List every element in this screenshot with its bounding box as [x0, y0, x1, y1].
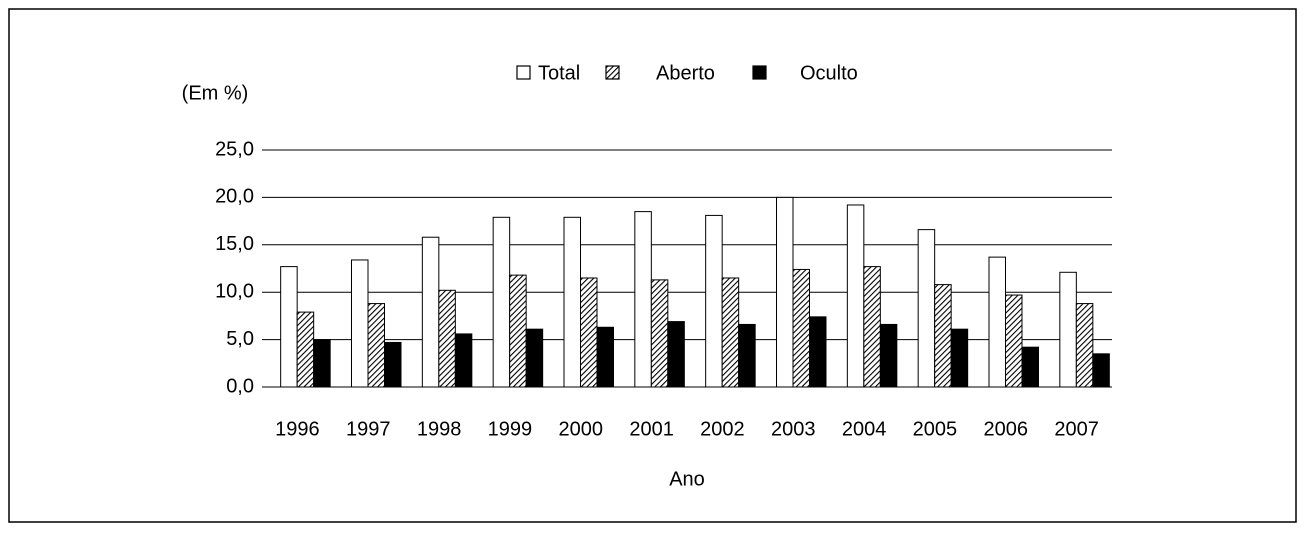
legend-swatch — [752, 65, 767, 80]
bar — [1059, 271, 1077, 388]
y-tick-label: 10,0 — [215, 280, 254, 302]
bar — [776, 196, 794, 388]
bar — [1092, 353, 1110, 388]
bar — [705, 214, 723, 388]
legend-swatch — [516, 65, 531, 80]
y-tick-label: 5,0 — [226, 328, 254, 350]
bar — [934, 284, 952, 388]
bar — [738, 323, 756, 388]
bar — [563, 216, 581, 388]
bar — [280, 266, 298, 388]
x-tick-label: 2006 — [984, 418, 1029, 440]
bar — [421, 236, 440, 388]
y-axis-title: (Em %) — [182, 82, 249, 104]
x-tick-label: 2000 — [559, 418, 604, 440]
bar — [313, 339, 331, 388]
bar — [351, 259, 369, 388]
bar — [667, 321, 685, 388]
frame — [8, 8, 1297, 523]
legend-swatch — [605, 65, 620, 80]
bar — [917, 229, 936, 388]
bar — [1075, 303, 1094, 388]
x-tick-label: 2005 — [913, 418, 958, 440]
bar — [525, 328, 544, 388]
x-tick-label: 1999 — [488, 418, 533, 440]
legend-label: Total — [538, 62, 580, 84]
legend-label: Aberto — [656, 62, 715, 84]
bar — [1021, 346, 1039, 388]
bar — [879, 323, 898, 388]
bar — [634, 211, 652, 388]
y-tick-label: 20,0 — [215, 186, 254, 208]
x-tick-label: 2004 — [842, 418, 887, 440]
bar — [792, 268, 810, 388]
bar — [950, 328, 969, 388]
bar — [988, 256, 1006, 388]
bar — [721, 277, 740, 388]
bar — [384, 341, 402, 388]
bar — [596, 326, 614, 388]
bar — [454, 333, 473, 388]
y-tick-label: 0,0 — [226, 375, 254, 397]
bar — [580, 277, 598, 388]
bar — [367, 303, 385, 388]
bar — [1005, 294, 1023, 388]
y-tick-label: 25,0 — [215, 138, 254, 160]
bar — [296, 311, 315, 388]
legend-label: Oculto — [800, 62, 858, 84]
x-tick-label: 2003 — [771, 418, 816, 440]
x-tick-label: 2002 — [700, 418, 745, 440]
y-tick-label: 15,0 — [215, 233, 254, 255]
bar — [492, 216, 511, 388]
bar — [809, 316, 827, 388]
bar — [863, 266, 881, 388]
bar — [438, 289, 456, 388]
x-tick-label: 1998 — [417, 418, 462, 440]
bar — [650, 279, 669, 388]
x-tick-label: 2001 — [629, 418, 674, 440]
x-tick-label: 1996 — [275, 418, 320, 440]
x-axis-title: Ano — [669, 468, 705, 490]
bar — [509, 274, 527, 388]
bar — [846, 204, 865, 388]
x-tick-label: 2007 — [1054, 418, 1099, 440]
x-tick-label: 1997 — [346, 418, 391, 440]
